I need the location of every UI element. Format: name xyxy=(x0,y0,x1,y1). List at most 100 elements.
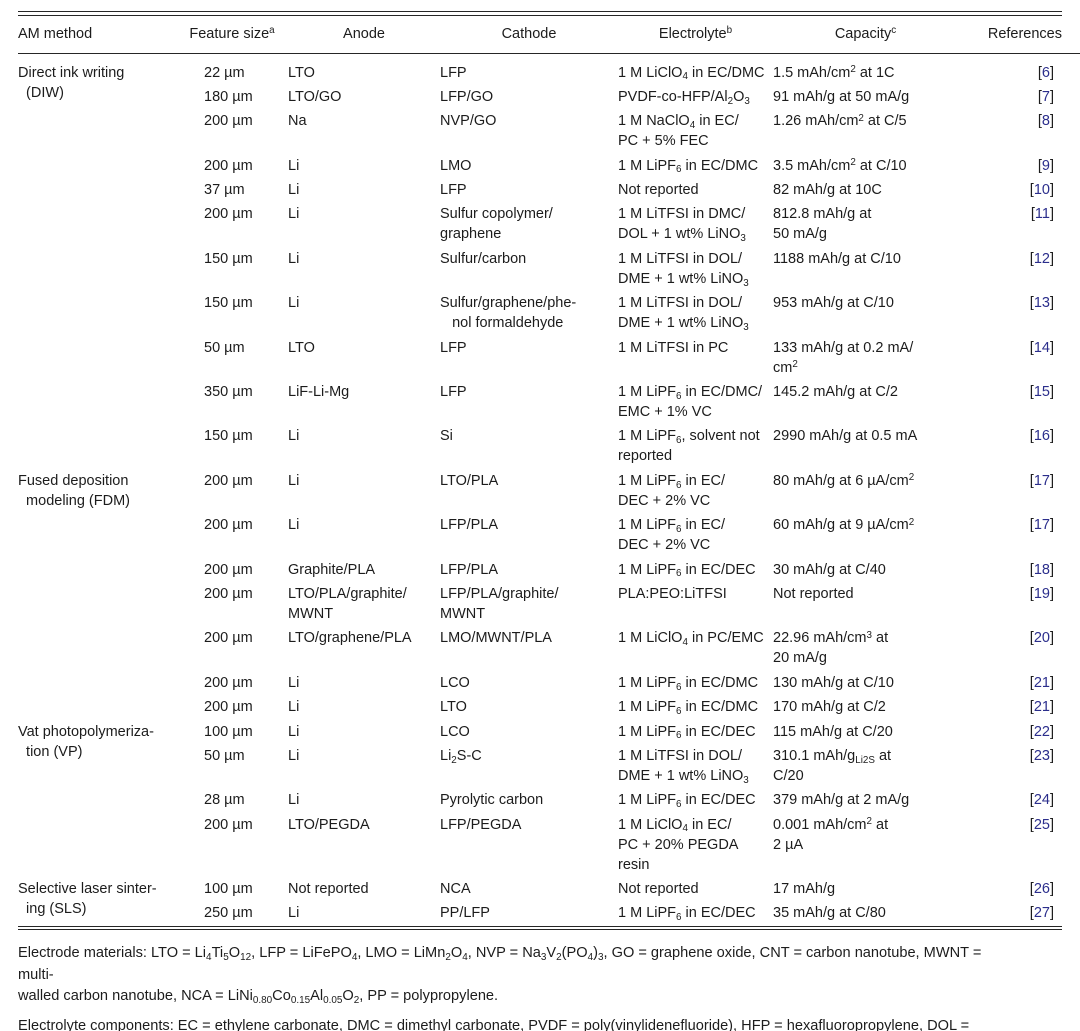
reference-link[interactable]: 20 xyxy=(1033,630,1050,647)
cell-capacity: 145.2 mAh/g at C/2 xyxy=(773,384,898,401)
table-row: 150 µm Li Sulfur/graphene/phe- nol formald… xyxy=(18,291,1080,335)
cell-cathode: LFP xyxy=(440,64,467,81)
cell-ref: [8] xyxy=(1037,113,1054,130)
cell-ref: [17] xyxy=(1029,517,1054,534)
cell-feature: 200 µm xyxy=(204,674,253,691)
cell-electrolyte: 1 M LiPF6 in EC/DEC + 2% VC xyxy=(618,472,726,509)
table-row: 200 µm LTO/graphene/PLA LMO/MWNT/PLA 1 M Li… xyxy=(18,626,1080,670)
cell-ref: [12] xyxy=(1029,250,1054,267)
reference-link[interactable]: 23 xyxy=(1033,747,1050,764)
cell-feature: 200 µm xyxy=(204,472,253,489)
reference-link[interactable]: 21 xyxy=(1033,674,1050,691)
table-top-rule xyxy=(18,11,1062,16)
cell-anode: Li xyxy=(288,250,300,267)
cell-capacity: 0.001 mAh/cm2 at 2 µA xyxy=(773,816,889,853)
cell-anode: Li xyxy=(288,428,300,445)
cell-ref: [18] xyxy=(1029,561,1054,578)
table-row: Vat photopolymeriza- tion (VP) 100 µm Li LC… xyxy=(18,720,1080,760)
cell-ref: [9] xyxy=(1037,157,1054,174)
cell-feature: 200 µm xyxy=(204,816,253,833)
cell-anode: Na xyxy=(288,113,307,130)
column-header-ref: References xyxy=(958,15,1080,54)
cell-am-method: Vat photopolymeriza- tion (VP) xyxy=(18,723,154,760)
reference-link[interactable]: 8 xyxy=(1041,113,1050,130)
table-row: 200 µm LTO/PEGDA LFP/PEGDA 1 M LiClO4 in EC… xyxy=(18,813,1080,877)
reference-link[interactable]: 16 xyxy=(1033,428,1050,445)
reference-link[interactable]: 7 xyxy=(1041,88,1050,105)
cell-feature: 250 µm xyxy=(204,905,253,922)
reference-link[interactable]: 14 xyxy=(1033,339,1050,356)
cell-anode: Li xyxy=(288,723,300,740)
reference-link[interactable]: 19 xyxy=(1033,585,1050,602)
table-header: AM method Feature sizea Anode Cathode Electr… xyxy=(18,15,1080,54)
table-row: 250 µm Li PP/LFP 1 M LiPF6 in EC/DEC 35 mAh/… xyxy=(18,901,1080,925)
cell-ref: [21] xyxy=(1029,674,1054,691)
cell-electrolyte: 1 M LiPF6 in EC/DMC xyxy=(618,699,759,717)
reference-link[interactable]: 21 xyxy=(1033,699,1050,716)
cell-feature: 50 µm xyxy=(204,339,245,356)
reference-link[interactable]: 18 xyxy=(1033,561,1050,578)
reference-link[interactable]: 22 xyxy=(1033,723,1050,740)
table-header-row: AM method Feature sizea Anode Cathode Electr… xyxy=(18,15,1080,54)
cell-cathode: LFP/PLA xyxy=(440,517,499,534)
reference-link[interactable]: 6 xyxy=(1041,64,1050,81)
cell-anode: Graphite/PLA xyxy=(288,561,376,578)
reference-link[interactable]: 11 xyxy=(1034,206,1050,223)
reference-link[interactable]: 26 xyxy=(1033,881,1050,898)
cell-anode: LTO/GO xyxy=(288,88,342,105)
cell-capacity: 953 mAh/g at C/10 xyxy=(773,295,894,312)
reference-link[interactable]: 15 xyxy=(1033,384,1050,401)
cell-electrolyte: 1 M LiTFSI in DMC/DOL + 1 wt% LiNO3 xyxy=(618,206,746,245)
cell-feature: 22 µm xyxy=(204,64,245,81)
cell-ref: [14] xyxy=(1029,339,1054,356)
reference-link[interactable]: 17 xyxy=(1033,517,1050,534)
cell-anode: Li xyxy=(288,517,300,534)
cell-cathode: LFP/PLA/graphite/MWNT xyxy=(440,585,559,622)
reference-link[interactable]: 25 xyxy=(1033,816,1050,833)
cell-ref: [25] xyxy=(1029,816,1054,833)
cell-electrolyte: 1 M LiClO4 in PC/EMC xyxy=(618,630,764,649)
cell-electrolyte: 1 M LiPF6 in EC/DEC + 2% VC xyxy=(618,517,726,554)
reference-link[interactable]: 17 xyxy=(1033,472,1050,489)
cell-cathode: LMO xyxy=(440,157,472,174)
cell-capacity: 30 mAh/g at C/40 xyxy=(773,561,886,578)
reference-link[interactable]: 10 xyxy=(1033,182,1050,199)
cell-am-method: Fused deposition modeling (FDM) xyxy=(18,472,130,509)
cell-cathode: LFP/PEGDA xyxy=(440,816,522,833)
table-row: 200 µm Li LMO 1 M LiPF6 in EC/DMC 3.5 mAh/cm… xyxy=(18,154,1080,178)
cell-ref: [7] xyxy=(1037,88,1054,105)
table-row: 200 µm Li Sulfur copolymer/graphene 1 M LiT… xyxy=(18,202,1080,246)
column-header-capacity: Capacityc xyxy=(773,15,958,54)
reference-link[interactable]: 12 xyxy=(1033,250,1050,267)
cell-ref: [6] xyxy=(1037,64,1054,81)
cell-electrolyte: 1 M LiPF6 in EC/DMC xyxy=(618,674,759,693)
cell-anode: Not reported xyxy=(288,881,369,898)
cell-feature: 200 µm xyxy=(204,157,253,174)
footnote-electrode-materials: Electrode materials: LTO = Li4Ti5O12, LF… xyxy=(18,945,982,1007)
cell-electrolyte: 1 M LiClO4 in EC/PC + 20% PEGDA resin xyxy=(618,816,738,873)
cell-electrolyte: PLA:PEO:LiTFSI xyxy=(618,585,727,602)
cell-cathode: LFP xyxy=(440,339,467,356)
cell-ref: [11] xyxy=(1030,206,1054,223)
cell-feature: 37 µm xyxy=(204,182,245,199)
reference-link[interactable]: 24 xyxy=(1033,792,1050,809)
cell-anode: Li xyxy=(288,157,300,174)
cell-cathode: LTO xyxy=(440,699,467,716)
cell-feature: 100 µm xyxy=(204,723,253,740)
cell-anode: LiF-Li-Mg xyxy=(288,384,350,401)
cell-anode: LTO/PLA/graphite/MWNT xyxy=(288,585,407,622)
cell-capacity: 310.1 mAh/gLi2S at C/20 xyxy=(773,747,892,784)
cell-anode: LTO/PEGDA xyxy=(288,816,370,833)
reference-link[interactable]: 9 xyxy=(1041,157,1050,174)
table-row: 150 µm Li Sulfur/carbon 1 M LiTFSI in DOL/D… xyxy=(18,247,1080,291)
cell-anode: Li xyxy=(288,674,300,691)
table-row: Fused deposition modeling (FDM) 200 µm Li L… xyxy=(18,469,1080,513)
reference-link[interactable]: 13 xyxy=(1033,295,1050,312)
cell-electrolyte: Not reported xyxy=(618,182,699,199)
cell-electrolyte: Not reported xyxy=(618,881,699,898)
cell-cathode: LFP xyxy=(440,384,467,401)
cell-ref: [15] xyxy=(1029,384,1054,401)
reference-link[interactable]: 27 xyxy=(1033,905,1050,922)
cell-capacity: 1188 mAh/g at C/10 xyxy=(773,250,901,267)
table-footnotes: Electrode materials: LTO = Li4Ti5O12, LF… xyxy=(18,943,1018,1031)
